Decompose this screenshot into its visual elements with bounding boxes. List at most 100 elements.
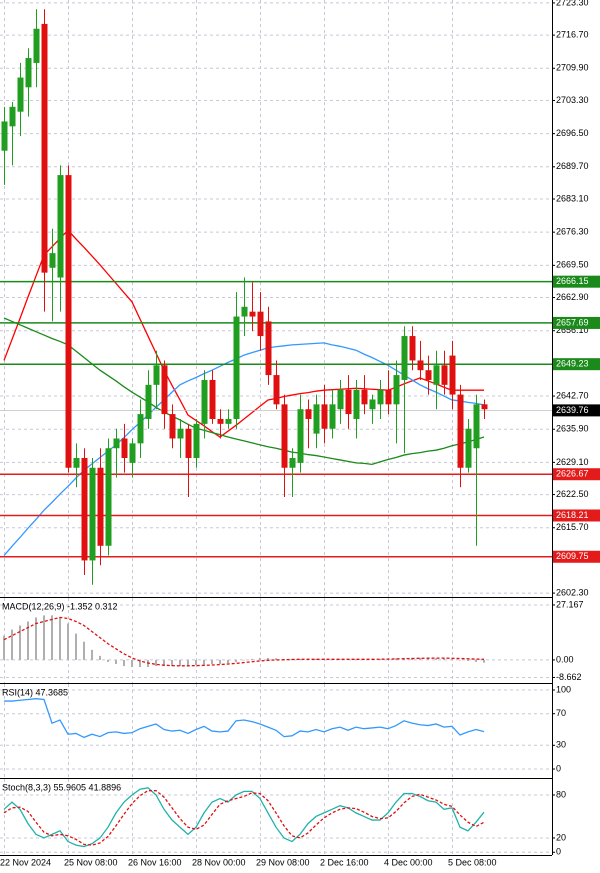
- candle-body: [377, 389, 384, 405]
- y-tick-label: 2635.90: [556, 424, 589, 434]
- candle-body: [129, 443, 136, 463]
- macd-bar: [179, 659, 181, 666]
- x-tick-label: 29 Nov 08:00: [256, 857, 310, 867]
- macd-bar: [211, 659, 213, 664]
- macd-bar: [467, 659, 469, 661]
- candle-body: [265, 321, 272, 376]
- candle-body: [225, 418, 232, 424]
- signal-line: [3, 616, 485, 667]
- level-tag: [553, 275, 600, 288]
- macd-bar: [451, 658, 453, 660]
- level-tag: [553, 316, 600, 329]
- macd-bar: [395, 658, 397, 660]
- moving-average: [3, 317, 485, 465]
- level-label: 2618.21: [556, 510, 589, 520]
- candle-body: [57, 175, 64, 278]
- candle-body: [1, 121, 8, 151]
- y-tick-label: 2642.70: [556, 390, 589, 400]
- macd-bar: [259, 657, 261, 660]
- candle-body: [65, 175, 72, 468]
- macd-bar: [83, 641, 85, 660]
- candle-body: [185, 428, 192, 458]
- candle-body: [273, 375, 280, 405]
- candle-body: [313, 404, 320, 434]
- macd-bar: [59, 617, 61, 660]
- candle-body: [81, 457, 88, 561]
- candle-body: [297, 409, 304, 463]
- macd-bar: [195, 659, 197, 665]
- candle-body: [233, 316, 240, 419]
- candle-body: [169, 414, 176, 439]
- candle-body: [209, 379, 216, 419]
- candle-body: [385, 389, 392, 405]
- candle-body: [321, 404, 328, 429]
- macd-bar: [155, 659, 157, 666]
- y-tick-label: 80: [556, 789, 566, 799]
- level-tag: [553, 550, 600, 563]
- macd-bar: [203, 659, 205, 665]
- candle-body: [25, 58, 32, 88]
- candle-body: [449, 355, 456, 395]
- y-tick-label: 27.167: [556, 599, 584, 609]
- macd-bar: [315, 658, 317, 660]
- level-label: 2666.15: [556, 276, 589, 286]
- candle-body: [465, 428, 472, 468]
- macd-bar: [19, 625, 21, 660]
- candle-body: [329, 404, 336, 429]
- candle-body: [137, 414, 144, 444]
- candle-body: [409, 336, 416, 361]
- candle-body: [105, 448, 112, 546]
- level-label: 2649.23: [556, 359, 589, 369]
- macd-bar: [43, 615, 45, 660]
- y-tick-label: 2676.30: [556, 227, 589, 237]
- macd-bar: [27, 621, 29, 660]
- y-tick-label: 2615.70: [556, 522, 589, 532]
- macd-bar: [51, 615, 53, 660]
- candle-body: [41, 23, 48, 273]
- y-tick-label: 0.00: [556, 654, 574, 664]
- candle-body: [369, 399, 376, 410]
- level-tag: [553, 468, 600, 481]
- macd-bar: [251, 658, 253, 660]
- candle-body: [113, 438, 120, 449]
- y-tick-label: 70: [556, 708, 566, 718]
- macd-bar: [267, 657, 269, 660]
- candle-body: [9, 106, 16, 127]
- macd-bar: [339, 659, 341, 660]
- y-tick-label: 2622.50: [556, 489, 589, 499]
- macd-bar: [35, 617, 37, 660]
- candle-body: [393, 375, 400, 405]
- candle-body: [353, 389, 360, 419]
- candle-body: [481, 404, 488, 410]
- candle-body: [193, 423, 200, 458]
- x-tick-label: 22 Nov 2024: [0, 857, 51, 867]
- candle-body: [177, 428, 184, 439]
- candle-body: [17, 77, 24, 112]
- candle-body: [89, 467, 96, 561]
- y-tick-label: 2709.90: [556, 63, 589, 73]
- macd-bar: [459, 659, 461, 661]
- candle-body: [145, 384, 152, 419]
- macd-bar: [419, 657, 421, 660]
- y-tick-label: 100: [556, 684, 571, 694]
- candle-body: [433, 365, 440, 385]
- candle-body: [337, 389, 344, 410]
- candle-body: [361, 389, 368, 405]
- candle-body: [241, 306, 248, 317]
- candle-body: [161, 365, 168, 415]
- panel-title: RSI(14) 47.3685: [2, 687, 68, 697]
- level-label: 2626.67: [556, 469, 589, 479]
- macd-bar: [99, 655, 101, 660]
- candle-body: [457, 394, 464, 468]
- macd-bar: [379, 658, 381, 660]
- y-tick-label: 20: [556, 832, 566, 842]
- macd-bar: [67, 623, 69, 660]
- macd-bar: [483, 659, 485, 663]
- candle-body: [257, 311, 264, 337]
- candle-body: [73, 457, 80, 468]
- candle-body: [49, 253, 56, 268]
- macd-bar: [219, 659, 221, 664]
- macd-bar: [115, 659, 117, 664]
- x-tick-label: 26 Nov 16:00: [128, 857, 182, 867]
